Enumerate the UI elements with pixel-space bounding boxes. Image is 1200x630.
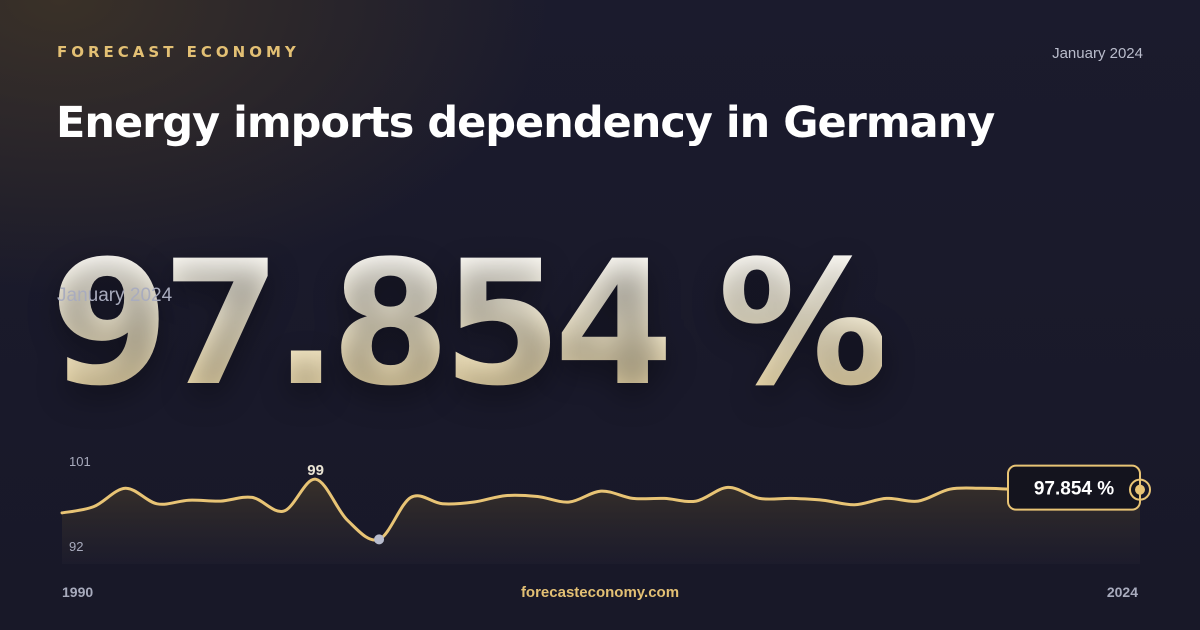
- page-title: Energy imports dependency in Germany: [56, 98, 995, 148]
- last-point-marker: [1135, 484, 1145, 495]
- last-point-ring: [1129, 478, 1151, 501]
- website-link[interactable]: forecasteconomy.com: [520, 584, 680, 601]
- header-date: January 2024: [1052, 45, 1143, 62]
- max-value-label: 99: [307, 462, 324, 479]
- series-line: [60, 477, 1142, 542]
- brand-name: FORECAST ECONOMY: [57, 43, 300, 61]
- headline-date: January 2024: [57, 285, 173, 306]
- y-tick-label-top: 101: [69, 454, 91, 469]
- min-point-marker: [374, 534, 385, 545]
- y-tick-label-bottom: 92: [69, 539, 83, 554]
- energy-dependency-chart: 101 92 99 97.854 %: [60, 454, 1151, 564]
- headline-value: 97.854 %: [50, 223, 890, 424]
- area-fill: [62, 479, 1140, 564]
- x-axis-end-year: 2024: [1106, 584, 1138, 600]
- x-axis-start-year: 1990: [62, 584, 94, 600]
- last-value-label: 97.854 %: [1034, 479, 1114, 500]
